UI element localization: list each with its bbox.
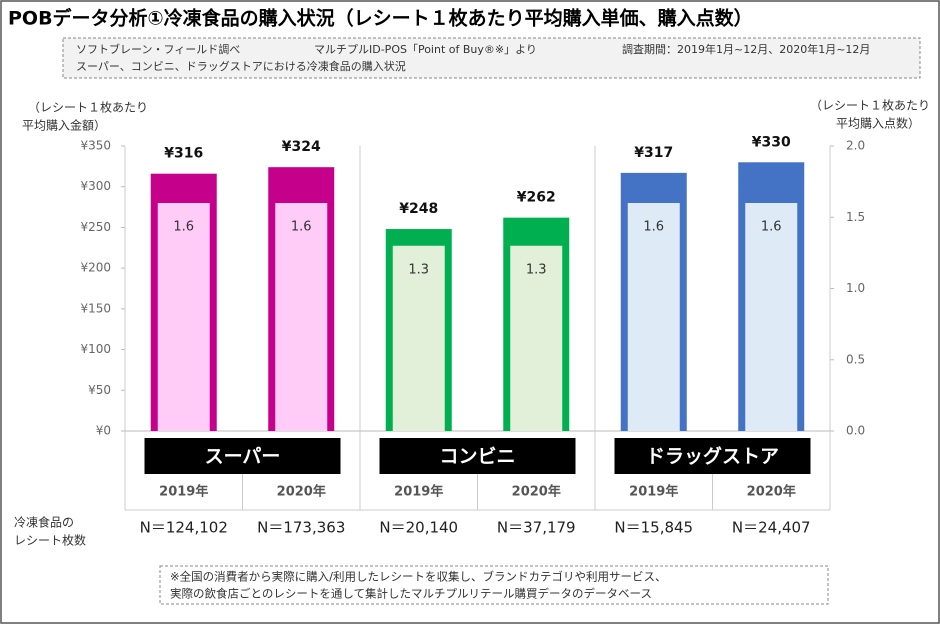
group-label: ドラッグストア [646, 445, 779, 468]
count-label: N＝20,140 [379, 519, 458, 537]
value-label: ¥316 [164, 146, 203, 162]
y-tick-label: ¥350 [80, 139, 111, 153]
y-tick-label: ¥300 [80, 179, 111, 193]
value-label: ¥248 [399, 201, 438, 217]
points-bar [157, 203, 210, 431]
x-tick-label: 2019年 [629, 484, 678, 500]
y-tick-label: ¥0 [96, 424, 111, 438]
points-bar [392, 245, 445, 431]
points-bar [745, 203, 798, 431]
y-tick-label: ¥150 [80, 301, 111, 315]
points-bar [275, 203, 328, 431]
y2-tick-label: 1.5 [846, 210, 865, 224]
y-tick-label: ¥50 [88, 383, 111, 397]
points-label: 1.3 [408, 262, 429, 277]
source: マルチプルID-POS「Point of Buy®※」より [314, 43, 537, 56]
x-tick-label: 2020年 [277, 484, 326, 500]
chart-title: POBデータ分析①冷凍食品の購入状況（レシート１枚あたり平均購入単価、購入点数） [8, 7, 753, 30]
count-label: N＝173,363 [257, 519, 345, 537]
points-bar [510, 245, 563, 431]
group-label: コンビニ [439, 446, 515, 468]
y2-tick-label: 2.0 [846, 139, 865, 153]
y-tick-label: ¥250 [80, 220, 111, 234]
y-axis-title: （レシート１枚あたり [28, 100, 148, 115]
value-label: ¥317 [634, 145, 673, 161]
value-label: ¥324 [282, 139, 321, 155]
value-label: ¥262 [517, 190, 556, 206]
source: ソフトブレーン・フィールド調べ [76, 42, 240, 56]
group-box [144, 438, 341, 474]
count-label: N＝15,845 [614, 519, 693, 537]
y2-tick-label: 0.5 [846, 352, 865, 366]
x-tick-label: 2019年 [394, 484, 443, 500]
points-label: 1.3 [526, 262, 547, 277]
note-box [159, 565, 829, 605]
note: ※全国の消費者から実際に購入/利用したレシートを収集し、ブランドカテゴリや利用サ… [170, 570, 667, 584]
group-label: スーパー [205, 446, 281, 468]
points-label: 1.6 [173, 220, 194, 235]
note: 実際の飲食店ごとのレシートを通して集計したマルチプルリテール購買データのデータベ… [170, 587, 652, 601]
count-title: 冷凍食品の [14, 515, 74, 530]
count-title: レシート枚数 [14, 533, 86, 548]
x-tick-label: 2020年 [747, 484, 796, 500]
y-tick-label: ¥100 [80, 342, 111, 356]
source-box [62, 37, 921, 79]
source: スーパー、コンビニ、ドラッグストアにおける冷凍食品の購入状況 [76, 59, 406, 73]
y2-tick-label: 0.0 [846, 424, 865, 438]
y2-axis-title: （レシート１枚あたり [810, 98, 930, 113]
group-box [614, 438, 811, 474]
count-label: N＝124,102 [140, 519, 228, 537]
y2-axis-title: 平均購入点数） [836, 116, 920, 131]
y-axis-title: 平均購入金額） [22, 118, 106, 133]
points-label: 1.6 [291, 220, 312, 235]
x-tick-label: 2019年 [159, 484, 208, 500]
points-label: 1.6 [643, 220, 664, 235]
source: 調査期間：2019年1月~12月、2020年1月~12月 [622, 42, 870, 56]
count-label: N＝37,179 [497, 519, 576, 537]
value-label: ¥330 [752, 134, 791, 150]
y-tick-label: ¥200 [80, 261, 111, 275]
points-bar [627, 203, 680, 431]
y2-tick-label: 1.0 [846, 281, 865, 295]
x-tick-label: 2020年 [512, 484, 561, 500]
group-box [379, 438, 576, 474]
count-label: N＝24,407 [732, 519, 811, 537]
points-label: 1.6 [761, 220, 782, 235]
